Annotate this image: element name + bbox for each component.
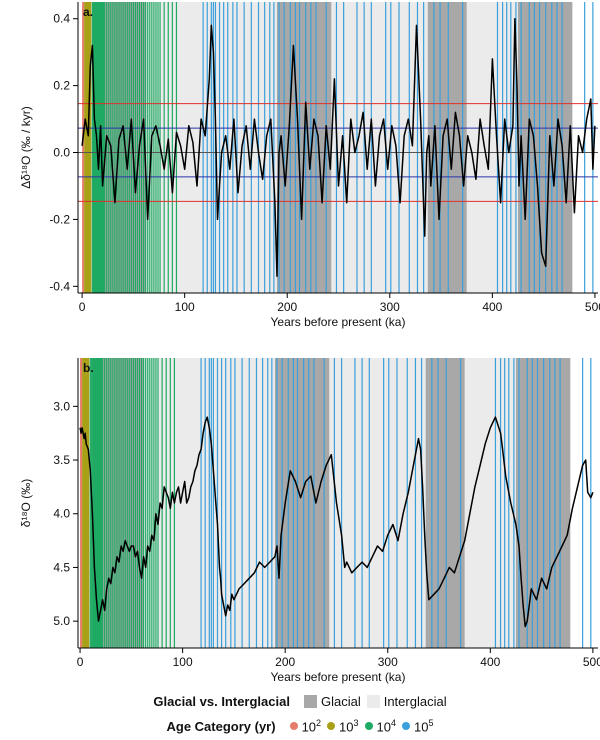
x-tick-label: 0 <box>79 300 86 314</box>
age-legend-dot <box>327 722 336 731</box>
y-tick-label: 4.5 <box>53 560 70 574</box>
x-tick-label: 200 <box>277 300 297 314</box>
age-legend-base: 10 <box>414 719 429 735</box>
age-legend: Age Category (yr) 102 103 104 105 <box>0 718 600 734</box>
age-band-1e3 <box>84 2 92 293</box>
y-tick-label: 0.0 <box>53 146 70 160</box>
panel-a: 0 100 200 300 400 500 -0.4 -0.2 0.0 0.2 0.4 Years b… <box>19 2 600 329</box>
x-tick-label: 100 <box>175 300 195 314</box>
series-line <box>79 416 594 628</box>
age-legend-label: 103 <box>339 718 358 734</box>
age-legend-items: 102 103 104 105 <box>284 718 434 734</box>
age-legend-exponent: 4 <box>391 718 397 728</box>
x-tick-label: 300 <box>380 300 400 314</box>
interglacial-legend-label: Interglacial <box>383 694 447 709</box>
x-tick-label: 400 <box>480 655 500 669</box>
age-legend-dot <box>289 722 298 731</box>
age-legend-exponent: 2 <box>316 718 322 728</box>
y-tick-label: 0.4 <box>53 12 70 26</box>
chart-canvas: 0 100 200 300 400 500 -0.4 -0.2 0.0 0.2 0.4 Years b… <box>19 2 600 684</box>
interglacial-band <box>213 358 275 648</box>
x-tick-label: 500 <box>585 300 600 314</box>
age-legend-exponent: 3 <box>353 718 359 728</box>
age-legend-dot <box>364 722 373 731</box>
glacial-swatch <box>303 695 317 708</box>
age-legend-label: 104 <box>377 718 396 734</box>
x-tick-label: 0 <box>77 655 84 669</box>
panel-label: b. <box>83 361 94 375</box>
age-legend-base: 10 <box>376 719 391 735</box>
interglacial-band <box>464 358 516 648</box>
y-axis-label: Δδ¹⁸O (‰ / kyr) <box>19 106 33 188</box>
panel-b: 0 100 200 300 400 500 3.0 3.5 4.0 4.5 5.0 Years bef… <box>19 358 600 684</box>
glacial-legend-label: Glacial <box>320 694 361 709</box>
age-legend-label: 105 <box>414 718 433 734</box>
interglacial-swatch <box>366 695 380 708</box>
age-band-1e2 <box>80 358 83 648</box>
x-tick-label: 400 <box>482 300 502 314</box>
y-tick-label: 3.5 <box>53 453 70 467</box>
x-tick-label: 300 <box>378 655 398 669</box>
y-tick-label: 0.2 <box>53 79 70 93</box>
glacial-legend: Glacial vs. Interglacial Glacial Intergl… <box>0 694 600 709</box>
panel-label: a. <box>83 5 93 19</box>
x-tick-label: 100 <box>173 655 193 669</box>
y-tick-label: -0.4 <box>49 279 70 293</box>
series-line <box>81 17 596 278</box>
x-axis-label: Years before present (ka) <box>271 315 406 329</box>
age-legend-label: 102 <box>302 718 321 734</box>
age-band-1e2 <box>82 2 85 293</box>
x-axis-label: Years before present (ka) <box>271 670 406 684</box>
age-legend-exponent: 5 <box>428 718 434 728</box>
interglacial-band <box>215 2 277 293</box>
y-tick-label: 5.0 <box>53 614 70 628</box>
interglacial-band <box>329 358 426 648</box>
y-tick-label: -0.2 <box>49 212 70 226</box>
age-legend-dot <box>402 722 411 731</box>
age-band-1e3 <box>82 358 90 648</box>
glacial-legend-title: Glacial vs. Interglacial <box>153 694 290 709</box>
x-tick-label: 500 <box>583 655 600 669</box>
interglacial-band <box>143 358 214 648</box>
glacial-band <box>274 358 330 648</box>
age-legend-base: 10 <box>339 719 354 735</box>
x-tick-label: 200 <box>275 655 295 669</box>
y-axis-label: δ¹⁸O (‰) <box>19 479 33 527</box>
age-legend-title: Age Category (yr) <box>166 718 276 734</box>
age-legend-base: 10 <box>301 719 317 735</box>
y-tick-label: 3.0 <box>53 399 70 413</box>
interglacial-band <box>331 2 428 293</box>
y-tick-label: 4.0 <box>53 507 70 521</box>
